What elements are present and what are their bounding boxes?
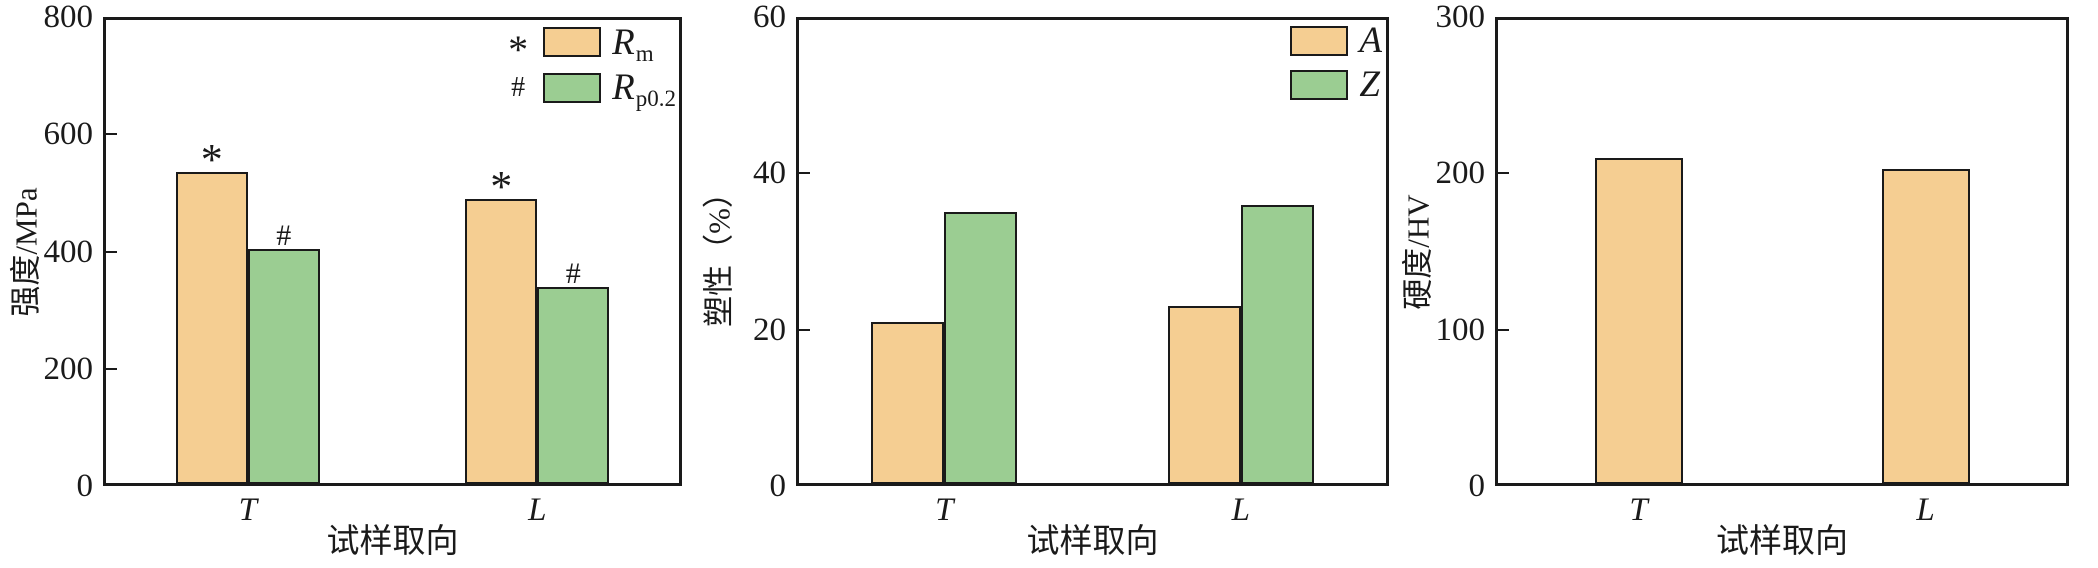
legend-label-subscript: p0.2	[635, 86, 676, 111]
y-tick	[106, 367, 117, 370]
legend-swatch	[1290, 25, 1349, 56]
significance-marker: *	[200, 135, 223, 185]
legend-label: Z	[1359, 66, 1380, 103]
y-tick-label: 0	[769, 468, 787, 504]
x-category-label: L	[528, 492, 547, 528]
y-tick-label: 0	[1468, 468, 1486, 504]
y-tick-label: 200	[1435, 155, 1486, 192]
legend-marker: #	[511, 71, 526, 103]
significance-marker: #	[276, 218, 292, 252]
x-category-label: T	[238, 492, 257, 528]
bar-Z-L	[1240, 204, 1314, 484]
y-tick	[1498, 328, 1509, 331]
plot-area	[796, 17, 1389, 486]
y-tick	[1498, 172, 1509, 175]
legend-swatch	[1290, 69, 1349, 100]
legend-row: A	[1290, 22, 1382, 59]
y-axis-label: 硬度/HV	[1400, 193, 1436, 310]
y-tick-label: 40	[753, 155, 786, 192]
y-tick-label: 20	[753, 311, 786, 348]
bar-HV-T	[1594, 157, 1683, 484]
legend-row: * Rm	[504, 21, 654, 70]
legend-label: Rp0.2	[612, 67, 676, 110]
significance-marker: *	[490, 161, 513, 211]
y-tick-label: 800	[43, 0, 94, 35]
x-axis-label: 试样取向	[326, 524, 459, 560]
y-tick-label: 100	[1435, 311, 1486, 348]
x-category-label: L	[1916, 492, 1935, 528]
y-tick	[106, 250, 117, 253]
bar-Rm-L	[465, 198, 538, 484]
plot-area	[1495, 17, 2069, 486]
x-category-label: L	[1231, 492, 1250, 528]
legend-row: Z	[1290, 66, 1380, 103]
legend-label: Rm	[612, 21, 654, 65]
x-category-label: T	[935, 492, 954, 528]
y-tick	[106, 133, 117, 136]
x-category-label: T	[1629, 492, 1648, 528]
y-tick-label: 0	[76, 468, 94, 504]
bar-Z-T	[944, 212, 1018, 484]
legend-label-base: Z	[1359, 64, 1380, 105]
y-tick	[799, 172, 810, 175]
legend-label-base: A	[1359, 20, 1382, 61]
bar-A-L	[1167, 306, 1241, 484]
legend-row: # Rp0.2	[504, 67, 676, 110]
legend-marker: *	[508, 27, 529, 72]
bar-A-T	[871, 321, 945, 484]
bar-Rp0.2-T	[247, 248, 320, 484]
y-tick-label: 300	[1435, 0, 1486, 35]
bar-Rp0.2-L	[537, 286, 610, 484]
y-tick	[799, 328, 810, 331]
plot-area	[103, 17, 682, 486]
bar-Rm-T	[175, 172, 248, 484]
legend-swatch	[543, 72, 602, 103]
legend-label-subscript: m	[635, 40, 654, 66]
x-axis-label: 试样取向	[1026, 524, 1159, 560]
legend-label-base: R	[612, 21, 635, 63]
y-tick-label: 60	[753, 0, 786, 35]
legend-swatch	[543, 27, 602, 57]
y-tick-label: 200	[43, 350, 94, 387]
legend: * Rm # Rp0.2	[504, 21, 676, 111]
legend-label-base: R	[612, 67, 635, 108]
x-axis-label: 试样取向	[1716, 524, 1848, 560]
y-tick-label: 400	[43, 233, 94, 270]
significance-marker: #	[565, 256, 581, 290]
y-tick-label: 600	[43, 116, 94, 153]
legend-label: A	[1359, 22, 1382, 59]
bar-HV-L	[1881, 168, 1970, 484]
